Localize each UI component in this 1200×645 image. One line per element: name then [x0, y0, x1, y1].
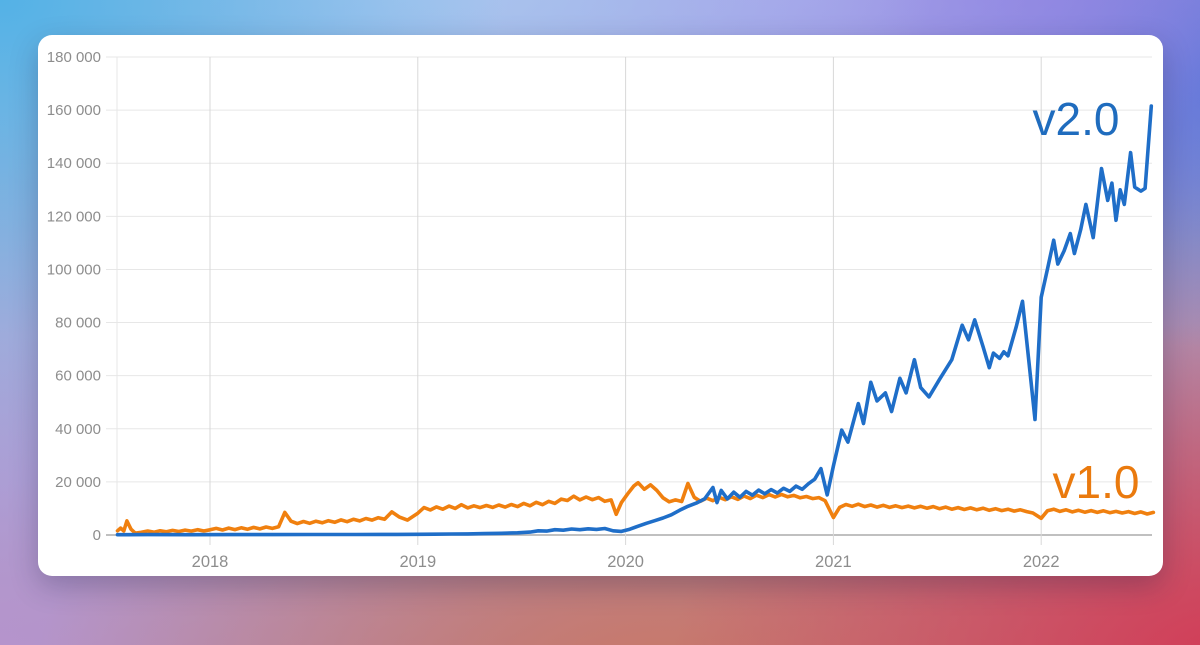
svg-text:120 000: 120 000	[47, 208, 101, 225]
series-lines	[115, 104, 1156, 537]
svg-text:180 000: 180 000	[47, 49, 101, 66]
svg-text:2020: 2020	[607, 553, 644, 571]
svg-text:0: 0	[93, 527, 101, 544]
v-gridlines	[116, 57, 1042, 545]
series-label-v2: v2.0	[1033, 93, 1120, 145]
line-chart: 0 20 000 40 000 60 000 80 000 100 000 120 000 1…	[47, 49, 1156, 571]
h-gridlines	[106, 56, 1152, 536]
chart-card: 0 20 000 40 000 60 000 80 000 100 000 120 000 1…	[38, 35, 1163, 576]
svg-text:2022: 2022	[1023, 553, 1060, 571]
svg-text:100 000: 100 000	[47, 261, 101, 278]
series-label-v1: v1.0	[1053, 456, 1140, 508]
svg-text:20 000: 20 000	[55, 474, 101, 491]
svg-text:2019: 2019	[399, 553, 436, 571]
svg-text:160 000: 160 000	[47, 102, 101, 119]
svg-text:2018: 2018	[192, 553, 229, 571]
svg-text:2021: 2021	[815, 553, 852, 571]
svg-text:80 000: 80 000	[55, 315, 101, 332]
y-axis-labels: 0 20 000 40 000 60 000 80 000 100 000 120 000 1…	[47, 49, 101, 544]
svg-text:60 000: 60 000	[55, 368, 101, 385]
svg-text:140 000: 140 000	[47, 155, 101, 172]
svg-text:40 000: 40 000	[55, 421, 101, 438]
x-axis-labels: 2018 2019 2020 2021 2022	[192, 553, 1060, 571]
